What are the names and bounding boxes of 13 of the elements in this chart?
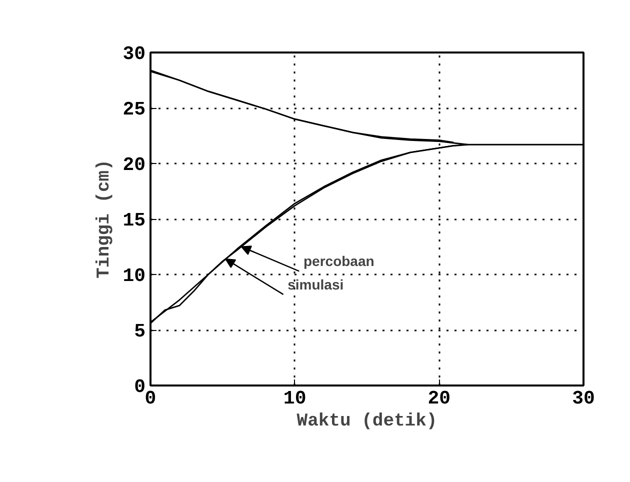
- x-tick-label: 20: [428, 388, 451, 410]
- y-tick-label: 5: [134, 320, 146, 342]
- annotation: percobaan: [303, 252, 374, 269]
- y-tick-label: 25: [122, 98, 146, 120]
- y-tick-label: 15: [122, 210, 146, 232]
- y-axis-title: Tinggi (cm): [94, 160, 115, 278]
- y-tick-label: 20: [122, 154, 146, 176]
- x-tick-label: 30: [572, 388, 595, 410]
- annotation: simulasi: [288, 276, 344, 292]
- y-tick-label: 30: [122, 43, 146, 65]
- x-axis-title: Waktu (detik): [296, 412, 438, 432]
- y-tick-label: 10: [122, 265, 146, 287]
- x-tick-label: 10: [283, 388, 306, 410]
